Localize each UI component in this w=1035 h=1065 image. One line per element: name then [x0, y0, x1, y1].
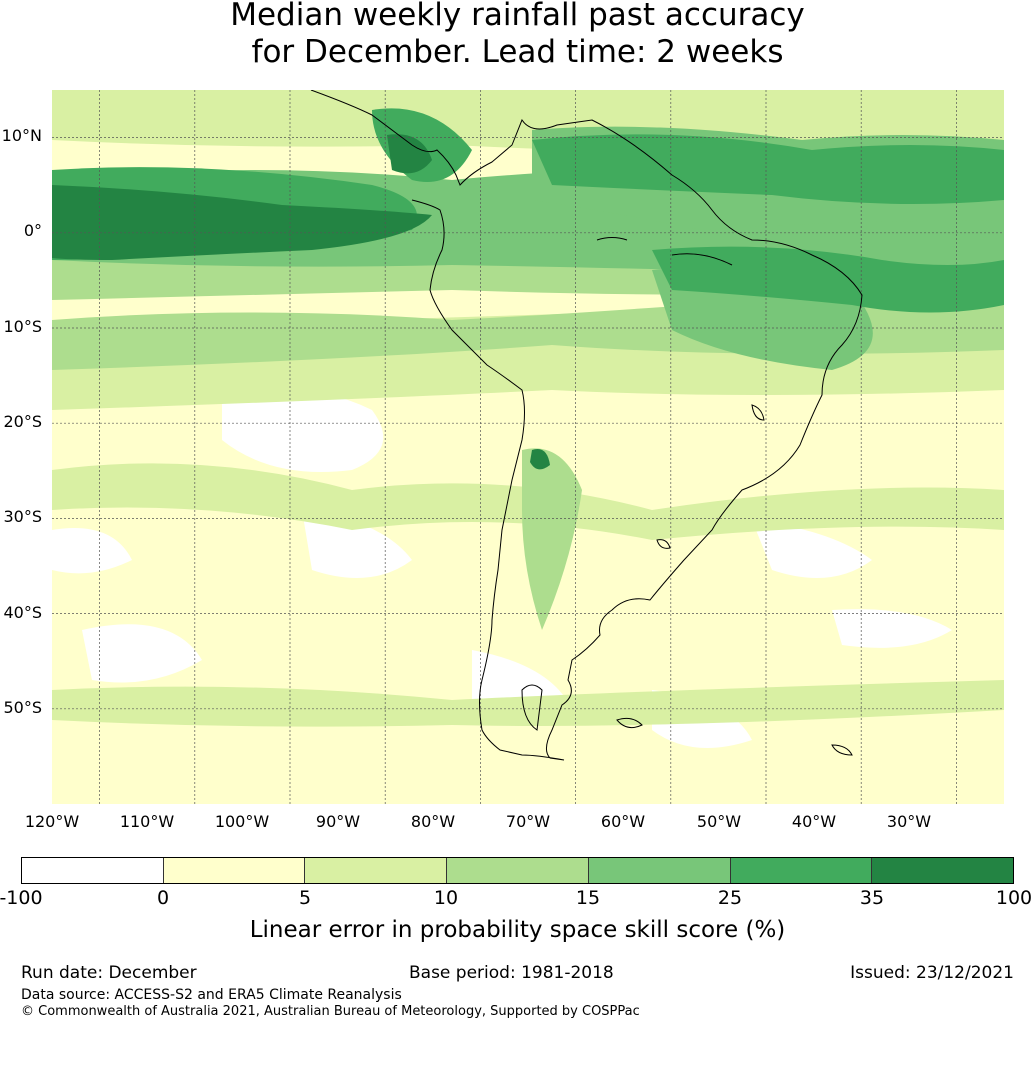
- colorbar-tick: -100: [0, 887, 43, 909]
- lon-label-120w: 120°W: [24, 812, 80, 831]
- colorbar-segment: [163, 858, 306, 883]
- lat-label-10n: 10°N: [1, 126, 42, 145]
- colorbar-segment: [305, 858, 448, 883]
- colorbar-tick: 0: [156, 887, 170, 909]
- colorbar-label: Linear error in probability space skill …: [249, 917, 786, 943]
- lon-label-100w: 100°W: [214, 812, 270, 831]
- colorbar-tick: 25: [717, 887, 743, 909]
- lon-label-60w: 60°W: [600, 812, 646, 831]
- coastline: [310, 90, 863, 761]
- chart-title-line1: Median weekly rainfall past accuracy: [230, 0, 805, 33]
- colorbar-segment: [22, 858, 164, 883]
- lat-label-30s: 30°S: [3, 507, 42, 526]
- data-source: Data source: ACCESS-S2 and ERA5 Climate …: [21, 987, 402, 1003]
- lon-label-110w: 110°W: [119, 812, 175, 831]
- lon-label-50w: 50°W: [696, 812, 742, 831]
- lon-label-30w: 30°W: [886, 812, 932, 831]
- lon-label-40w: 40°W: [791, 812, 837, 831]
- colorbar-tick: 5: [298, 887, 312, 909]
- chart-title-line2: for December. Lead time: 2 weeks: [251, 34, 784, 70]
- lon-label-90w: 90°W: [315, 812, 361, 831]
- issued-date: Issued: 23/12/2021: [850, 963, 1014, 983]
- colorbar-segment: [447, 858, 589, 883]
- base-period: Base period: 1981-2018: [409, 963, 614, 983]
- colorbar-segment: [872, 858, 1014, 883]
- lat-label-20s: 20°S: [3, 412, 42, 431]
- lat-label-10s: 10°S: [3, 317, 42, 336]
- lon-label-70w: 70°W: [505, 812, 551, 831]
- colorbar: [21, 857, 1014, 884]
- colorbar-segment: [588, 858, 731, 883]
- lat-label-40s: 40°S: [3, 603, 42, 622]
- lon-label-80w: 80°W: [410, 812, 456, 831]
- colorbar-tick: 100: [995, 887, 1033, 909]
- colorbar-tick: 10: [433, 887, 459, 909]
- colorbar-tick: 35: [859, 887, 885, 909]
- copyright: © Commonwealth of Australia 2021, Austra…: [21, 1004, 640, 1019]
- run-date: Run date: December: [21, 963, 197, 983]
- skill-score-map: [52, 90, 1004, 804]
- lat-label-0: 0°: [23, 221, 42, 240]
- map-canvas: [52, 90, 1004, 804]
- colorbar-tick: 15: [575, 887, 601, 909]
- lat-label-50s: 50°S: [3, 698, 42, 717]
- map-gridlines: [52, 90, 1004, 804]
- colorbar-segment: [730, 858, 873, 883]
